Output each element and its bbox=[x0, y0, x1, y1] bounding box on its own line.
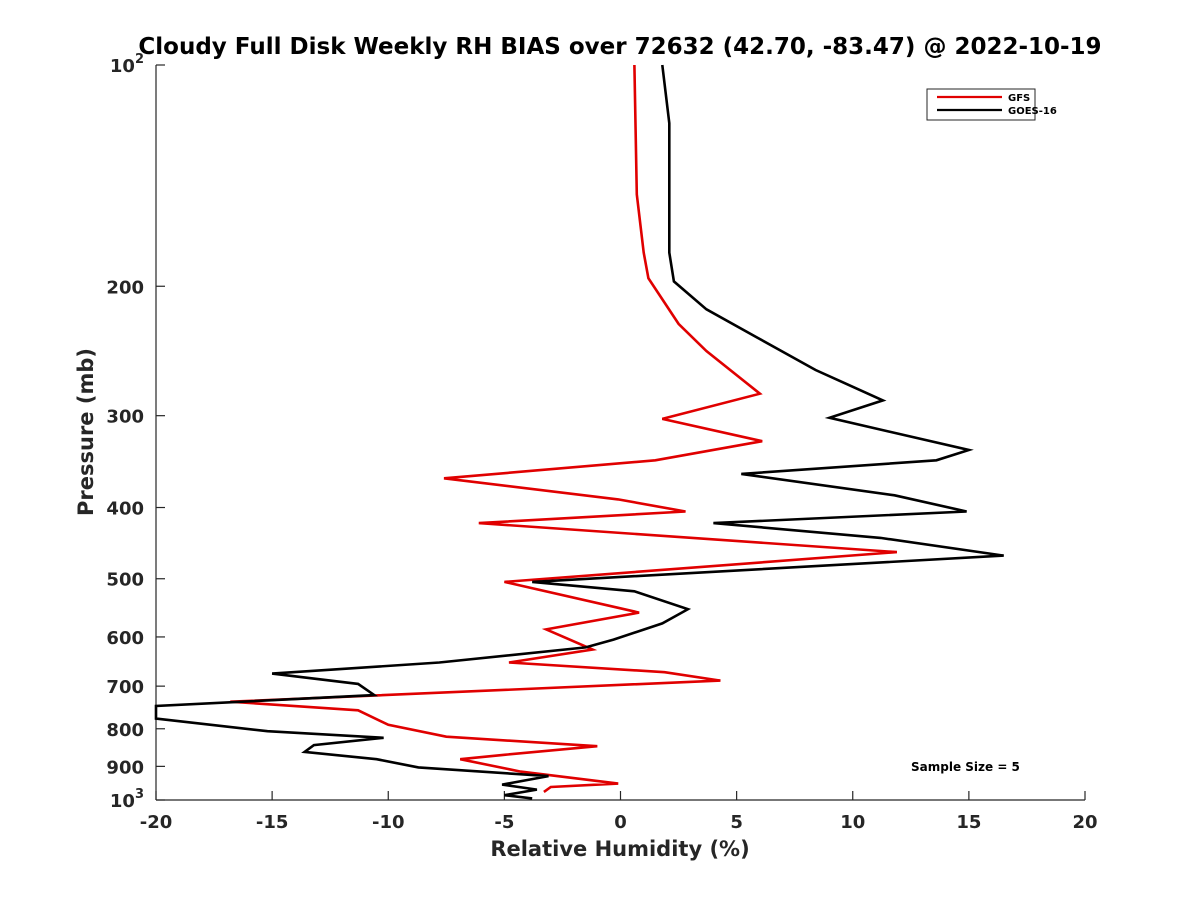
x-tick-label: -5 bbox=[494, 812, 514, 833]
x-tick-label: -20 bbox=[140, 812, 173, 833]
y-tick-label: 400 bbox=[106, 499, 144, 520]
y-tick-label: 102 bbox=[110, 52, 144, 77]
x-ticks: -20 -15 -10 -5 0 5 10 15 20 bbox=[140, 791, 1098, 833]
plot-area: -20 -15 -10 -5 0 5 10 15 20 10220030040050060070… bbox=[106, 52, 1097, 833]
y-tick-exponent: 2 bbox=[135, 52, 144, 67]
y-tick-label: 700 bbox=[106, 677, 144, 698]
y-tick-label: 600 bbox=[106, 628, 144, 649]
y-tick-base: 400 bbox=[106, 499, 144, 520]
y-tick-label: 103 bbox=[110, 787, 144, 812]
y-axis-label: Pressure (mb) bbox=[74, 348, 98, 516]
y-tick-base: 600 bbox=[106, 628, 144, 649]
y-tick-label: 200 bbox=[106, 277, 144, 298]
x-tick-label: 0 bbox=[614, 812, 627, 833]
y-tick-label: 800 bbox=[106, 720, 144, 741]
y-tick-base: 700 bbox=[106, 677, 144, 698]
sample-size-annotation: Sample Size = 5 bbox=[911, 760, 1020, 774]
y-tick-base: 800 bbox=[106, 720, 144, 741]
y-tick-exponent: 3 bbox=[135, 787, 144, 802]
y-tick-base: 300 bbox=[106, 407, 144, 428]
legend-label-goes16: GOES-16 bbox=[1008, 106, 1057, 117]
series-line-gfs bbox=[230, 64, 897, 793]
y-tick-base: 500 bbox=[106, 570, 144, 591]
y-tick-label: 500 bbox=[106, 570, 144, 591]
legend: GFS GOES-16 bbox=[926, 88, 1057, 121]
y-tick-base: 900 bbox=[106, 757, 144, 778]
legend-box bbox=[926, 88, 1036, 121]
x-tick-label: 20 bbox=[1072, 812, 1097, 833]
y-tick-label: 900 bbox=[106, 757, 144, 778]
x-tick-label: 10 bbox=[840, 812, 865, 833]
series-line-goes16 bbox=[154, 64, 1004, 800]
x-axis-label: Relative Humidity (%) bbox=[490, 837, 749, 861]
x-tick-label: -10 bbox=[372, 812, 405, 833]
series-layer bbox=[154, 64, 1004, 800]
y-tick-base: 10 bbox=[110, 791, 135, 812]
legend-label-gfs: GFS bbox=[1008, 93, 1030, 104]
chart-title: Cloudy Full Disk Weekly RH BIAS over 726… bbox=[138, 34, 1101, 60]
x-tick-label: 5 bbox=[730, 812, 743, 833]
y-tick-base: 10 bbox=[110, 56, 135, 77]
x-tick-label: -15 bbox=[256, 812, 289, 833]
y-tick-label: 300 bbox=[106, 407, 144, 428]
y-tick-base: 200 bbox=[106, 277, 144, 298]
x-tick-label: 15 bbox=[956, 812, 981, 833]
